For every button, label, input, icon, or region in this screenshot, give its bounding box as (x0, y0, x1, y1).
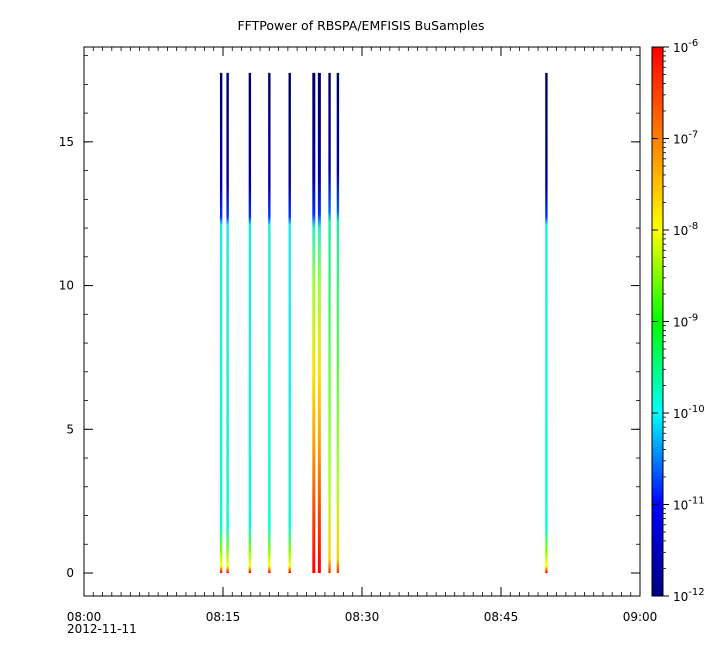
chart-title: FFTPower of RBSPA/EMFISIS BuSamples (237, 18, 484, 33)
x-tick-label: 09:00 (623, 610, 658, 624)
colorbar-tick-label: 10-11 (673, 496, 705, 513)
spectrogram-burst (248, 72, 252, 574)
spectrogram-burst (219, 72, 223, 574)
spectrogram-burst (317, 72, 321, 574)
spectrogram-bursts (219, 72, 548, 574)
x-axis-date-label: 2012-11-11 (67, 622, 137, 636)
spectrogram-burst (328, 72, 331, 574)
colorbar-tick-label: 10-6 (673, 38, 698, 55)
spectrogram-burst (545, 72, 548, 574)
y-tick-label: 0 (66, 566, 74, 580)
y-axis: 0 5 10 15 (59, 55, 640, 580)
x-tick-label: 08:30 (345, 610, 380, 624)
spectrogram-burst (288, 72, 291, 574)
colorbar-tick-label: 10-12 (673, 587, 705, 604)
colorbar-tick-label: 10-10 (673, 404, 705, 421)
x-tick-label: 08:45 (484, 610, 519, 624)
plot-area-frame (83, 46, 641, 597)
spectrogram-burst (226, 72, 229, 574)
colorbar: 10-6 10-7 10-8 10-9 10-10 10-11 10-12 (651, 38, 705, 604)
x-axis: 08:00 08:15 08:30 08:45 09:00 (67, 47, 658, 624)
spectrogram-burst (268, 72, 271, 574)
y-tick-label: 10 (59, 279, 74, 293)
y-tick-label: 15 (59, 135, 74, 149)
colorbar-tick-label: 10-7 (673, 130, 698, 147)
spectrogram-burst (336, 72, 340, 574)
y-tick-label: 5 (66, 422, 74, 436)
colorbar-tick-label: 10-8 (673, 221, 698, 238)
colorbar-tick-label: 10-9 (673, 313, 698, 330)
spectrogram-burst (312, 72, 316, 574)
x-tick-label: 08:15 (206, 610, 241, 624)
x-tick-label: 08:00 (67, 610, 102, 624)
